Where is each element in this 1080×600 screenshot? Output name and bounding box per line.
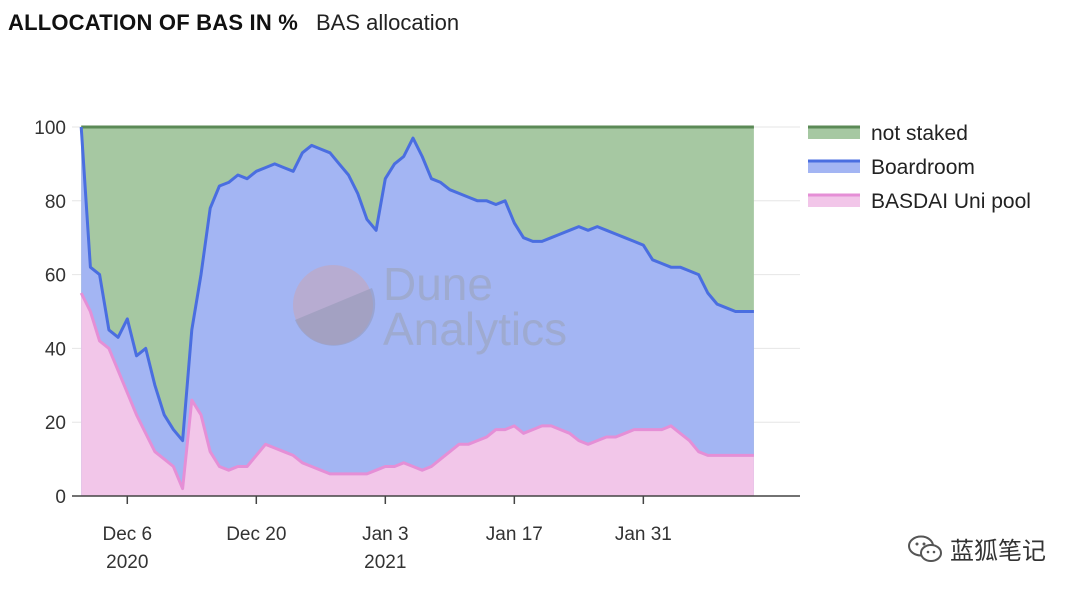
y-tick-label: 40	[45, 339, 66, 360]
wechat-icon	[908, 535, 942, 562]
legend-swatch-boardroom	[808, 161, 860, 173]
basdai-uni-pool-line	[79, 292, 754, 491]
x-tick-year-label: 2020	[106, 552, 148, 573]
y-tick-label: 0	[55, 487, 66, 508]
watermark-line1: Dune	[383, 258, 493, 310]
x-tick-label: Jan 31	[615, 524, 672, 545]
legend: not staked Boardroom BASDAI Uni pool	[808, 122, 1031, 213]
x-tick-label: Jan 17	[486, 524, 543, 545]
chart-header: ALLOCATION OF BAS IN % BAS allocation	[8, 10, 459, 42]
stacked-areas	[79, 125, 754, 496]
y-tick-label: 20	[45, 413, 66, 434]
y-tick-label: 80	[45, 192, 66, 213]
boardroom-area	[81, 127, 754, 496]
y-tick-label: 60	[45, 266, 66, 287]
legend-swatch-not-staked	[808, 127, 860, 139]
boardroom-line	[79, 126, 754, 443]
dune-logo-shade	[295, 288, 376, 346]
x-tick-year-label: 2021	[364, 552, 406, 573]
watermark-line2: Analytics	[383, 303, 567, 355]
legend-label-not-staked: not staked	[871, 122, 968, 145]
basdai-uni-pool-area	[81, 293, 754, 496]
wechat-credit: 蓝狐笔记	[908, 531, 1046, 566]
y-tick-label: 100	[34, 118, 66, 139]
chart-title: ALLOCATION OF BAS IN %	[8, 10, 298, 35]
legend-swatch-basdai-uni-pool	[808, 195, 860, 207]
legend-label-basdai-uni-pool: BASDAI Uni pool	[871, 190, 1031, 213]
chart-subtitle: BAS allocation	[315, 10, 460, 35]
legend-label-boardroom: Boardroom	[871, 156, 975, 179]
x-tick-label: Jan 3	[362, 524, 408, 545]
x-tick-label: Dec 20	[226, 524, 286, 545]
x-tick-label: Dec 6	[102, 524, 152, 545]
dune-watermark: Dune Analytics	[293, 258, 567, 355]
wechat-label: 蓝狐笔记	[950, 537, 1046, 565]
axes: 0 20 40 60 80 100 Dec 6 2020 Dec 20 Jan 3 2021 Jan …	[34, 118, 800, 573]
